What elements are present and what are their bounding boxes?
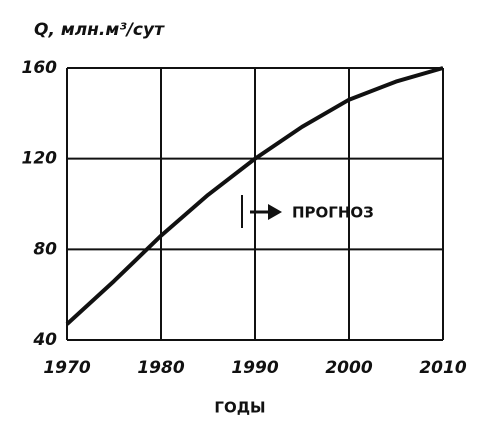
x-tick-label: 2010 [419,358,466,378]
y-tick-label: 160 [22,58,58,78]
x-tick-label: 1990 [231,358,278,378]
y-axis-label: Q, млн.м³/сут [34,20,165,40]
x-tick-label: 1980 [137,358,184,378]
x-axis-label: ГОДЫ [214,399,265,417]
forecast-arrowhead [268,204,282,220]
y-tick-label: 40 [32,330,57,350]
y-tick-label: 80 [33,239,57,259]
annotation: ПРОГНОЗ [292,204,374,222]
y-tick-label: 120 [22,149,58,169]
line [65,66,444,326]
x-tick-label: 1970 [43,358,90,378]
x-tick-label: 2000 [325,358,372,378]
